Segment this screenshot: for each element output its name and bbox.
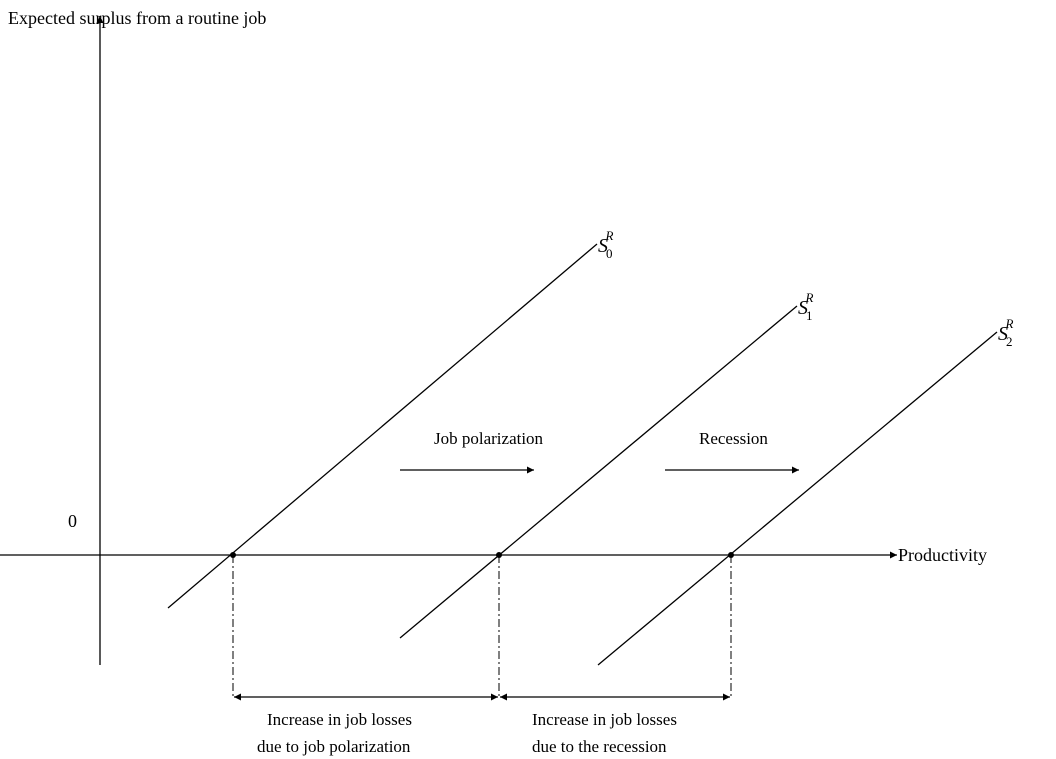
curve-label: S1R [798, 290, 814, 323]
x-axis-label: Productivity [898, 545, 987, 565]
curve [399, 305, 798, 639]
curve-label: S0R [598, 228, 614, 261]
curve [597, 331, 998, 666]
annotation: Increase in job losses [532, 710, 677, 729]
curve-label: S2R [998, 316, 1014, 349]
annotation: due to job polarization [257, 737, 411, 756]
shift-label: Job polarization [434, 429, 544, 448]
y-axis-label: Expected surplus from a routine job [8, 8, 266, 28]
shift-label: Recession [699, 429, 768, 448]
origin-label: 0 [68, 511, 77, 531]
curve [167, 243, 598, 609]
annotation: Increase in job losses [267, 710, 412, 729]
annotation: due to the recession [532, 737, 667, 756]
